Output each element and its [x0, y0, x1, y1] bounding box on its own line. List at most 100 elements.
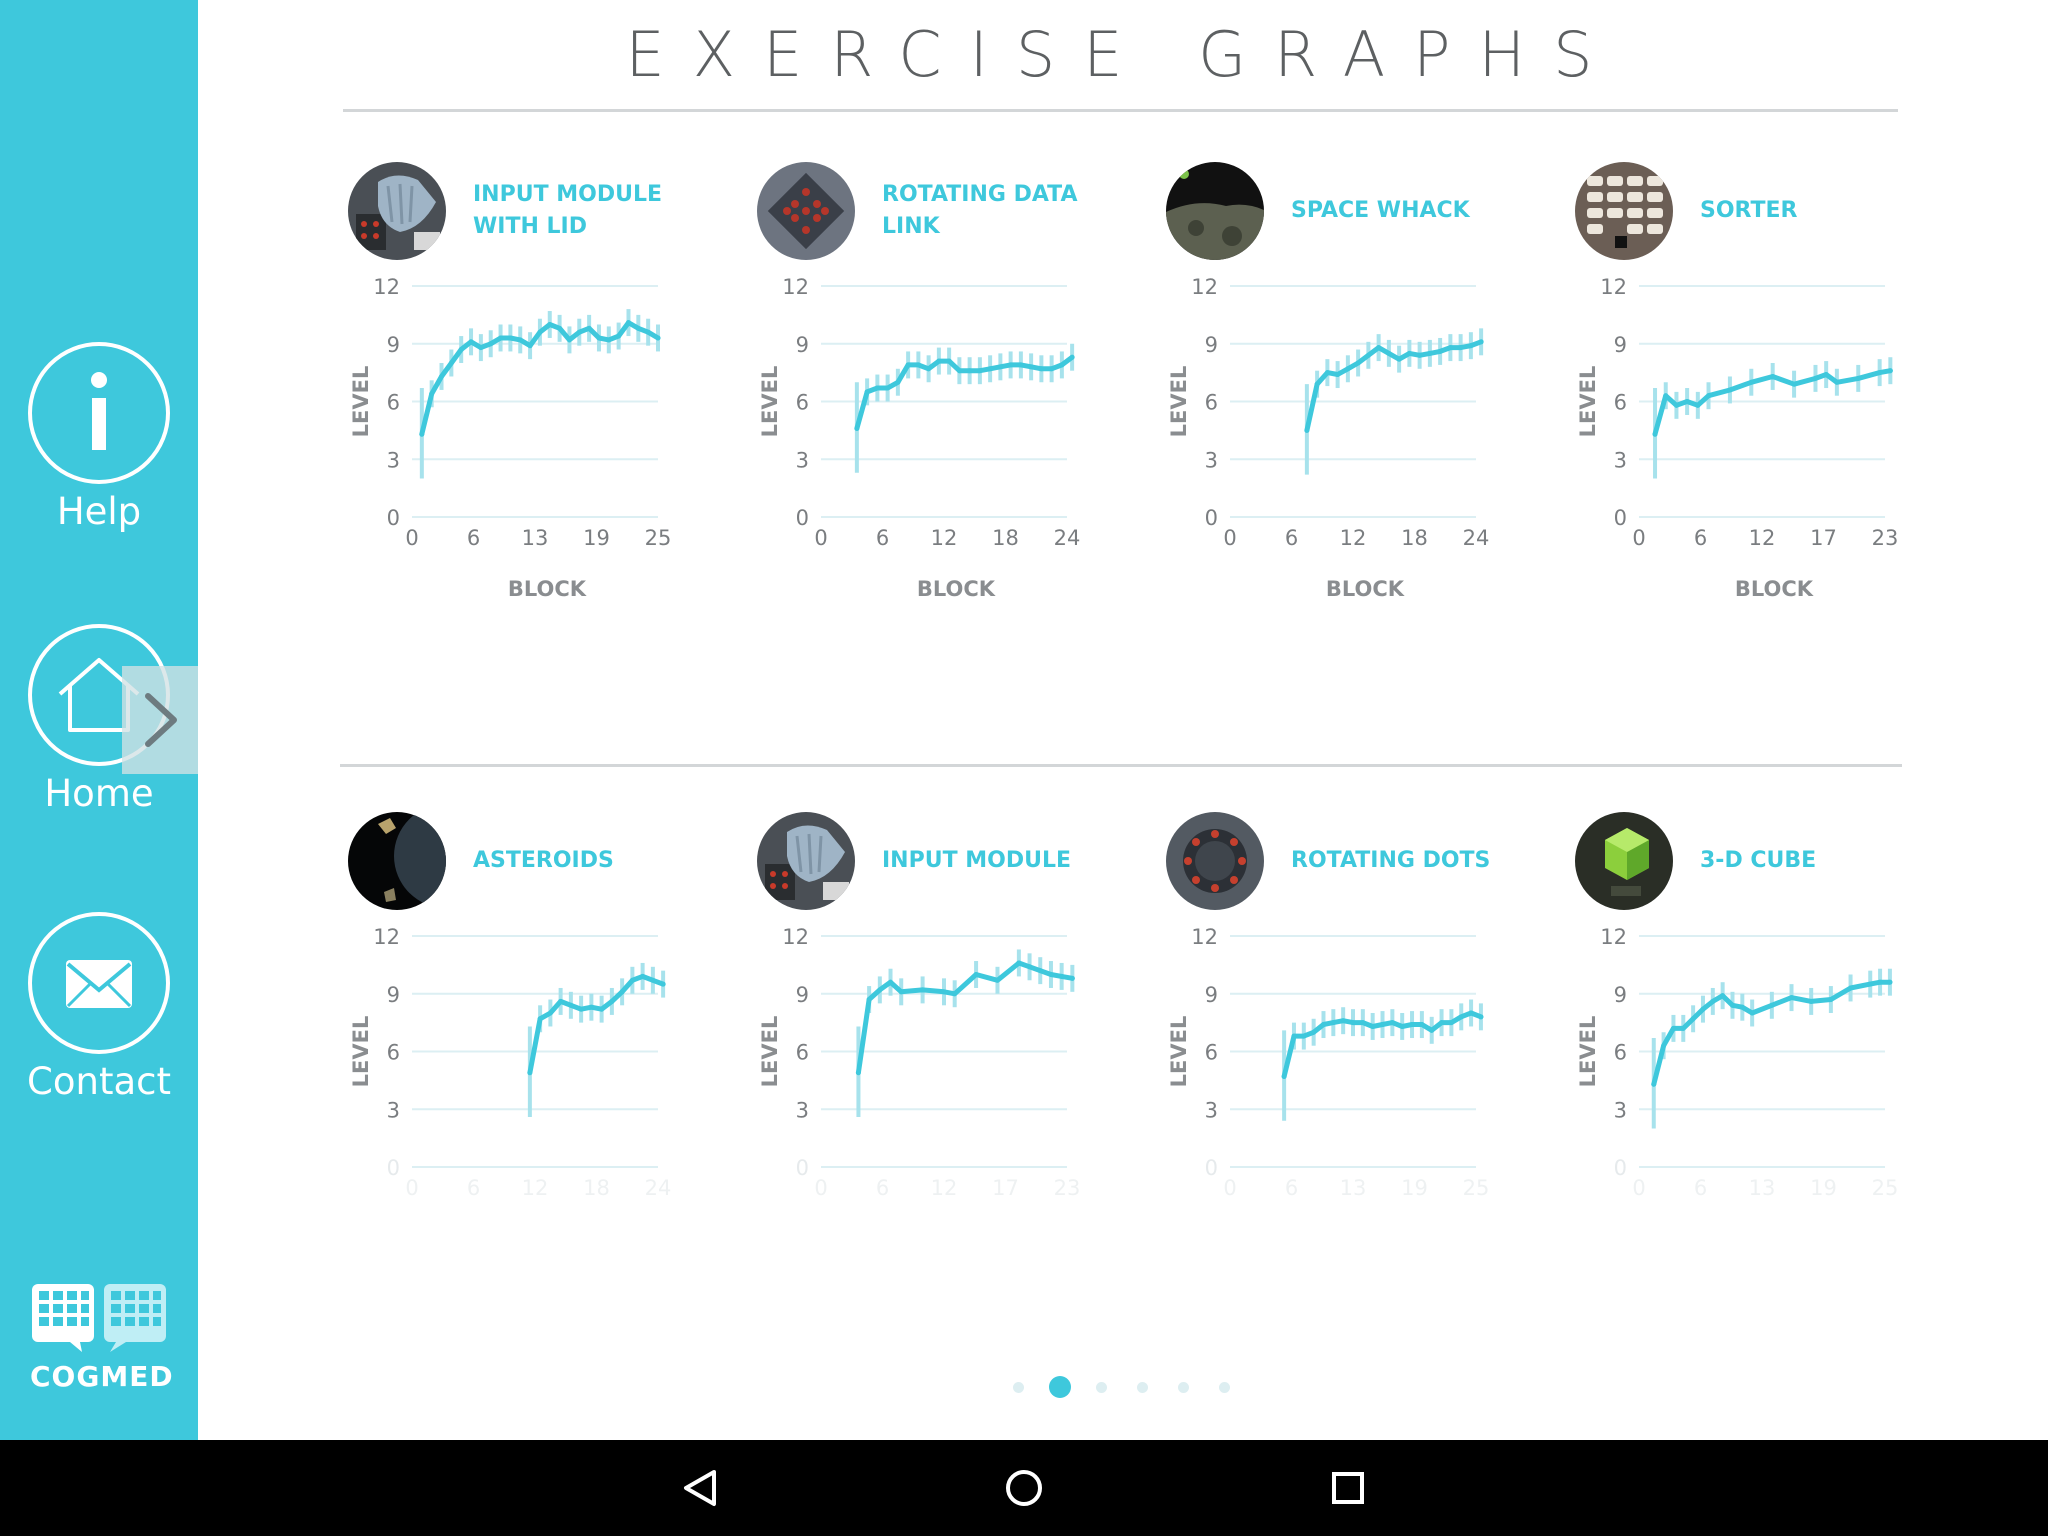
- exercise-title: SPACE WHACK: [1291, 198, 1470, 223]
- exercise-title: ROTATING DATA LINK: [882, 182, 1078, 239]
- sidebar-item-label: Contact: [27, 1060, 171, 1103]
- x-tick-label: 17: [1810, 526, 1837, 550]
- x-tick-label: 0: [814, 526, 827, 550]
- sidebar-item-contact[interactable]: Contact: [0, 912, 198, 1103]
- data-point: [660, 981, 666, 987]
- x-tick-label: 6: [467, 526, 480, 550]
- recents-button[interactable]: [1318, 1458, 1378, 1518]
- data-point: [1812, 375, 1818, 381]
- data-point: [1324, 370, 1330, 376]
- chevron-right-icon: [145, 693, 177, 747]
- exercise-card[interactable]: SORTER 0 3 6 9 12 0 6 12 17 23 LEVEL BLOCK: [1575, 162, 1945, 682]
- data-point: [1389, 1020, 1395, 1026]
- data-point: [468, 339, 474, 345]
- data-point: [1855, 375, 1861, 381]
- cogmed-logo: COGMED: [30, 1282, 173, 1393]
- data-point: [1651, 1081, 1657, 1087]
- data-point: [1059, 973, 1065, 979]
- data-point: [1749, 1010, 1755, 1016]
- series-line: [855, 960, 1075, 1076]
- data-point: [557, 325, 563, 331]
- x-tick-label: 6: [1285, 526, 1298, 550]
- expand-sidebar-button[interactable]: [122, 666, 198, 774]
- data-point: [1439, 1020, 1445, 1026]
- title-divider: [343, 109, 1898, 112]
- x-tick-label: 24: [1463, 526, 1490, 550]
- x-tick-label: 19: [583, 526, 610, 550]
- data-point: [1684, 399, 1690, 404]
- data-point: [606, 337, 612, 343]
- data-point: [1396, 356, 1402, 362]
- x-tick-label: 12: [522, 1176, 549, 1200]
- exercise-thumbnail: [1575, 162, 1673, 260]
- data-point: [566, 337, 572, 343]
- data-point: [1417, 352, 1423, 358]
- back-button[interactable]: [670, 1458, 730, 1518]
- data-point: [596, 335, 602, 341]
- data-point: [1291, 1033, 1297, 1039]
- x-tick-label: 0: [405, 1176, 418, 1200]
- data-point: [1720, 993, 1726, 999]
- data-point: [1652, 431, 1658, 437]
- data-point: [568, 1002, 574, 1008]
- y-tick-label: 6: [1614, 391, 1627, 415]
- exercise-title: INPUT MODULE: [882, 848, 1072, 873]
- data-point: [936, 358, 942, 364]
- y-tick-label: 3: [1614, 1098, 1627, 1122]
- data-point: [488, 341, 494, 347]
- glove-keypad-image: [348, 162, 446, 260]
- data-point: [895, 379, 901, 385]
- data-point: [1399, 1023, 1405, 1029]
- data-point: [1059, 362, 1065, 368]
- data-point: [547, 1010, 553, 1016]
- x-tick-label: 0: [1223, 526, 1236, 550]
- page-dot[interactable]: [1049, 1376, 1071, 1398]
- data-point: [1887, 368, 1893, 374]
- back-icon: [684, 1470, 716, 1506]
- page-dot[interactable]: [1136, 1381, 1148, 1393]
- y-tick-label: 3: [796, 1098, 809, 1122]
- data-point: [1008, 362, 1014, 368]
- exercise-card[interactable]: 3-D CUBE 0 3 6 9 12 0 6 13 19 25 LEVEL: [1575, 812, 1945, 1332]
- exercise-card[interactable]: INPUT MODULE 0 3 6 9 12 0 6 12 17 23 LEVEL: [757, 812, 1127, 1332]
- y-tick-label: 6: [1205, 1041, 1218, 1065]
- page-dot[interactable]: [1095, 1381, 1107, 1393]
- data-point: [1437, 348, 1443, 354]
- y-tick-label: 12: [373, 925, 400, 949]
- x-tick-label: 23: [1054, 1176, 1081, 1200]
- home-nav-button[interactable]: [994, 1458, 1054, 1518]
- exercise-card[interactable]: INPUT MODULE WITH LID 0 3 6 9 12 0 6 13 19 25 LEVE…: [348, 162, 718, 682]
- x-axis-label: BLOCK: [1326, 577, 1405, 601]
- data-point: [576, 329, 582, 335]
- data-point: [1663, 393, 1669, 399]
- x-tick-label: 19: [1401, 1176, 1428, 1200]
- row-divider: [340, 764, 1902, 767]
- y-tick-label: 12: [373, 275, 400, 299]
- exercise-card[interactable]: ROTATING DOTS 0 3 6 9 12 0 6 13 19 25 LEVEL: [1166, 812, 1536, 1332]
- y-tick-label: 6: [1614, 1041, 1627, 1065]
- y-tick-label: 6: [387, 391, 400, 415]
- y-tick-label: 12: [1191, 275, 1218, 299]
- cogmed-logo-icon: [32, 1284, 166, 1352]
- exercise-chart: 0 3 6 9 12 0 6 12 18 24 LEVEL BLOCK: [1167, 275, 1490, 601]
- exercise-chart: 0 3 6 9 12 0 6 12 18 24 LEVEL: [349, 925, 671, 1200]
- x-tick-label: 6: [1694, 526, 1707, 550]
- sidebar-item-help[interactable]: Help: [0, 342, 198, 533]
- exercise-title: SORTER: [1700, 198, 1798, 223]
- page-dot[interactable]: [1218, 1381, 1230, 1393]
- exercise-card[interactable]: SPACE WHACK 0 3 6 9 12 0 6 12 18 24 LEVEL BLOCK: [1166, 162, 1536, 682]
- page-dot[interactable]: [1177, 1381, 1189, 1393]
- data-point: [854, 425, 860, 431]
- exercise-card[interactable]: ROTATING DATA LINK 0 3 6 9 12 0 6 12 18 24 LEVEL BL…: [757, 162, 1127, 682]
- data-point: [1458, 1014, 1464, 1020]
- y-tick-label: 12: [1191, 925, 1218, 949]
- y-axis-label: LEVEL: [758, 366, 782, 438]
- y-tick-label: 0: [387, 506, 400, 530]
- dot-grid-panel-image: [757, 162, 855, 260]
- y-tick-label: 6: [796, 1041, 809, 1065]
- exercise-card[interactable]: ASTEROIDS 0 3 6 9 12 0 6 12 18 24 LEVEL: [348, 812, 718, 1332]
- data-point: [1710, 998, 1716, 1004]
- x-tick-label: 6: [467, 1176, 480, 1200]
- page-dot[interactable]: [1012, 1381, 1024, 1393]
- data-point: [1311, 1029, 1317, 1035]
